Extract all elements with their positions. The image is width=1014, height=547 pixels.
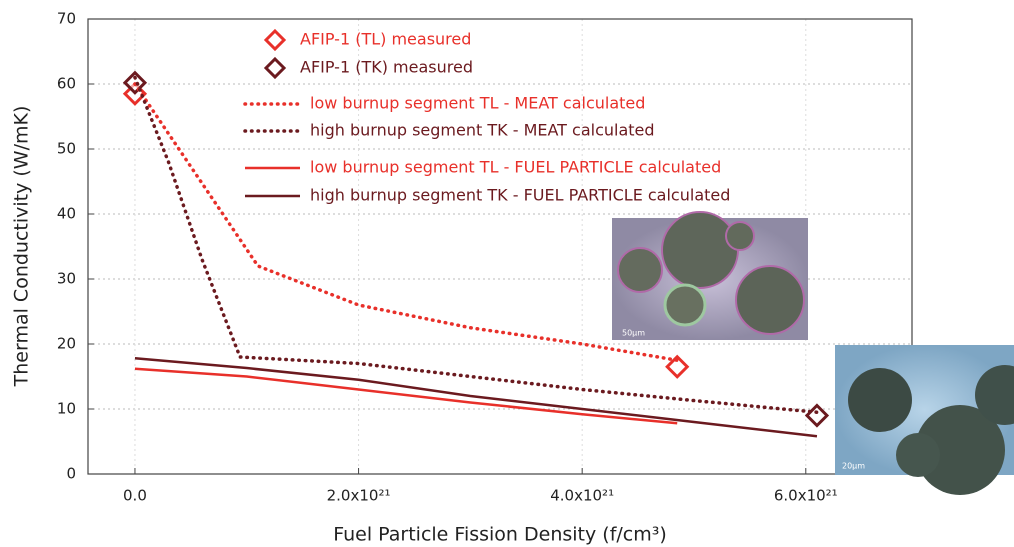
plot-frame xyxy=(87,18,913,475)
data-line xyxy=(133,75,819,414)
scale-label: 20µm xyxy=(842,462,865,471)
micrograph-1: 50µm xyxy=(612,211,808,340)
y-tick-label: 0 xyxy=(66,465,76,483)
y-tick-label: 60 xyxy=(57,75,76,93)
legend: AFIP-1 (TL) measured AFIP-1 (TK) measured… xyxy=(243,28,730,205)
legend-label: AFIP-1 (TK) measured xyxy=(300,58,473,77)
data-line xyxy=(134,357,818,438)
legend-label: low burnup segment TL - MEAT calculated xyxy=(310,94,645,113)
x-tick-label: 6.0x10²¹ xyxy=(774,487,838,505)
y-tick-label: 50 xyxy=(57,140,76,158)
data-line xyxy=(133,82,679,362)
x-axis-title: Fuel Particle Fission Density (f/cm³) xyxy=(333,524,667,546)
x-tick-label: 0.0 xyxy=(123,487,147,505)
plot xyxy=(122,70,830,438)
legend-label: high burnup segment TK - MEAT calculated xyxy=(310,121,655,140)
legend-label: low burnup segment TL - FUEL PARTICLE ca… xyxy=(310,158,721,177)
legend-marker xyxy=(263,28,287,52)
legend-marker xyxy=(263,56,287,80)
y-tick-label: 70 xyxy=(57,10,76,28)
legend-label: AFIP-1 (TL) measured xyxy=(300,30,471,49)
legend-label: high burnup segment TK - FUEL PARTICLE c… xyxy=(310,186,730,205)
data-point xyxy=(665,354,690,379)
x-tick-label: 2.0x10²¹ xyxy=(327,487,391,505)
scale-label: 50µm xyxy=(622,329,645,338)
x-tick-label: 4.0x10²¹ xyxy=(550,487,614,505)
y-tick-label: 10 xyxy=(57,400,76,418)
y-tick-label: 40 xyxy=(57,205,76,223)
y-tick-label: 20 xyxy=(57,335,76,353)
y-tick-label: 30 xyxy=(57,270,76,288)
data-line xyxy=(134,367,678,425)
y-axis-title: Thermal Conductivity (W/mK) xyxy=(11,106,33,388)
micrograph-2: 20µm xyxy=(835,345,1014,495)
